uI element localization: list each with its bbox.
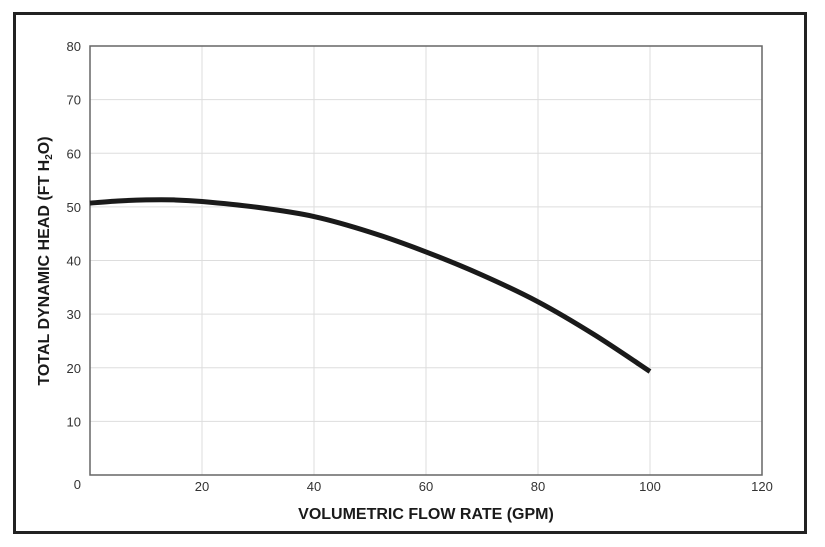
y-axis-title: TOTAL DYNAMIC HEAD (FT H2O) xyxy=(36,136,55,385)
x-tick-label: 100 xyxy=(639,479,661,494)
y-tick-label: 70 xyxy=(67,93,81,108)
chart-frame xyxy=(13,12,807,534)
grid-lines xyxy=(90,46,762,475)
y-tick-label: 40 xyxy=(67,254,81,269)
x-axis-tick-labels: 20 40 60 80 100 120 xyxy=(195,479,773,494)
y-tick-label: 60 xyxy=(67,146,81,161)
x-tick-label: 80 xyxy=(531,479,545,494)
y-tick-label: 0 xyxy=(74,477,81,492)
y-tick-label: 50 xyxy=(67,200,81,215)
x-tick-label: 60 xyxy=(419,479,433,494)
y-tick-label: 10 xyxy=(67,414,81,429)
plot-area xyxy=(89,45,763,476)
y-tick-label: 20 xyxy=(67,361,81,376)
y-tick-label: 80 xyxy=(67,39,81,54)
x-tick-label: 20 xyxy=(195,479,209,494)
y-axis-tick-labels: 0 10 20 30 40 50 60 70 80 xyxy=(67,39,81,492)
x-axis-title: VOLUMETRIC FLOW RATE (GPM) xyxy=(298,506,554,523)
x-tick-label: 40 xyxy=(307,479,321,494)
y-tick-label: 30 xyxy=(67,307,81,322)
x-tick-label: 120 xyxy=(751,479,773,494)
pump-performance-curve xyxy=(89,197,652,374)
